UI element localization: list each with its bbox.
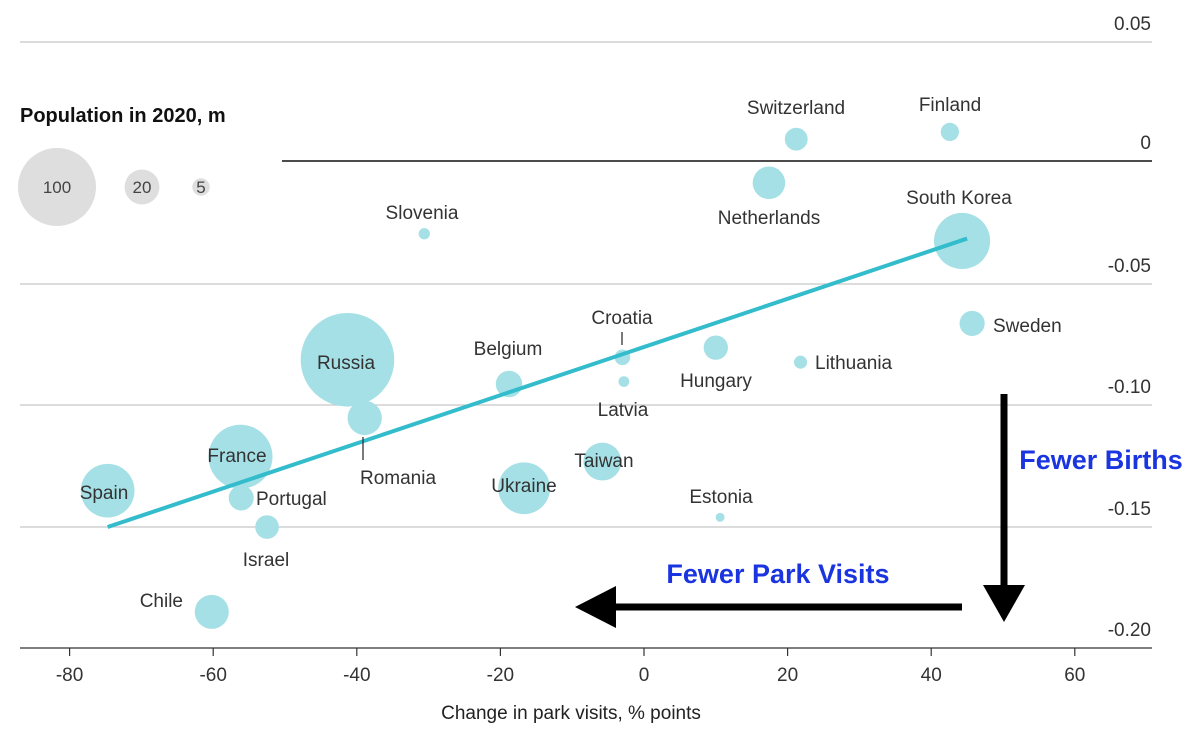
legend-bubble-5 xyxy=(192,178,210,196)
label-slovenia: Slovenia xyxy=(386,203,459,224)
trendline-layer xyxy=(107,236,968,529)
bubble-slovenia xyxy=(418,228,430,240)
grid-lines xyxy=(20,41,1152,656)
fewer-park-visits-annotation: Fewer Park Visits xyxy=(666,559,889,589)
y-tick-label: -0.20 xyxy=(1108,620,1151,641)
x-tick-label: -20 xyxy=(487,665,514,686)
x-tick-label: 60 xyxy=(1064,665,1085,686)
x-tick-label: -80 xyxy=(56,665,83,686)
bubble-portugal xyxy=(228,485,254,511)
bubbles xyxy=(80,122,991,629)
bubble-ukraine xyxy=(498,462,550,515)
x-tick-label: -60 xyxy=(199,665,226,686)
legend-label-5: 5 xyxy=(196,178,205,197)
label-france: France xyxy=(207,446,266,467)
x-tick-label: 0 xyxy=(639,665,650,686)
label-latvia: Latvia xyxy=(598,400,649,421)
y-tick-label: -0.05 xyxy=(1108,256,1151,277)
label-romania: Romania xyxy=(360,468,436,489)
bubble-france xyxy=(208,424,273,489)
down-arrow-head xyxy=(983,585,1025,622)
label-estonia: Estonia xyxy=(689,487,753,508)
legend-label-100: 100 xyxy=(43,178,71,197)
bubble-chile xyxy=(194,594,229,629)
label-israel: Israel xyxy=(243,550,289,571)
bubble-taiwan xyxy=(583,442,622,481)
label-sweden: Sweden xyxy=(993,316,1062,337)
label-hungary: Hungary xyxy=(680,371,752,392)
bubble-latvia xyxy=(618,376,630,387)
legend-bubble-100 xyxy=(18,148,96,226)
x-tick-labels: -80 -60 -40 -20 0 20 40 60 xyxy=(56,665,1086,686)
bubble-netherlands xyxy=(752,166,786,200)
bubble-romania xyxy=(347,400,382,436)
annotation-arrows: Fewer Births Fewer Park Visits xyxy=(575,394,1183,628)
label-netherlands: Netherlands xyxy=(718,208,820,229)
y-tick-labels: 0.05 0 -0.05 -0.10 -0.15 -0.20 xyxy=(1108,14,1151,641)
bubble-sweden xyxy=(959,310,985,336)
bubble-israel xyxy=(255,515,279,539)
label-south-korea: South Korea xyxy=(906,188,1012,209)
legend-bubble-20 xyxy=(124,169,160,205)
left-arrow-head xyxy=(575,586,616,628)
label-spain: Spain xyxy=(80,483,129,504)
x-tick-label: 40 xyxy=(921,665,942,686)
fewer-births-annotation: Fewer Births xyxy=(1019,445,1183,475)
y-tick-label: 0.05 xyxy=(1114,14,1151,35)
trendline xyxy=(107,236,968,529)
label-russia: Russia xyxy=(317,353,376,374)
y-tick-label: 0 xyxy=(1140,133,1151,154)
label-belgium: Belgium xyxy=(474,339,543,360)
x-tick-label: 20 xyxy=(777,665,798,686)
legend-label-20: 20 xyxy=(133,178,152,197)
bubble-spain xyxy=(80,463,135,518)
x-tick-label: -40 xyxy=(343,665,370,686)
label-finland: Finland xyxy=(919,95,981,116)
bubble-estonia xyxy=(715,512,725,522)
label-ukraine: Ukraine xyxy=(491,476,556,497)
y-tick-label: -0.10 xyxy=(1108,377,1151,398)
label-taiwan: Taiwan xyxy=(574,451,633,472)
legend-title: Population in 2020, m xyxy=(20,105,226,127)
country-labels: Switzerland Finland Netherlands Slovenia Sou… xyxy=(80,95,1062,612)
x-axis-title: Change in park visits, % points xyxy=(441,703,701,724)
bubble-finland xyxy=(940,122,960,142)
bubble-switzerland xyxy=(784,127,808,151)
label-leaders xyxy=(362,332,623,460)
label-switzerland: Switzerland xyxy=(747,98,845,119)
y-tick-label: -0.15 xyxy=(1108,499,1151,520)
bubble-hungary xyxy=(703,335,728,360)
label-portugal: Portugal xyxy=(256,489,327,510)
label-lithuania: Lithuania xyxy=(815,353,893,374)
bubble-lithuania xyxy=(793,355,808,369)
label-croatia: Croatia xyxy=(591,308,653,329)
label-chile: Chile xyxy=(140,591,183,612)
size-legend: Population in 2020, m 100 20 5 xyxy=(18,105,226,226)
bubble-russia xyxy=(300,312,395,407)
